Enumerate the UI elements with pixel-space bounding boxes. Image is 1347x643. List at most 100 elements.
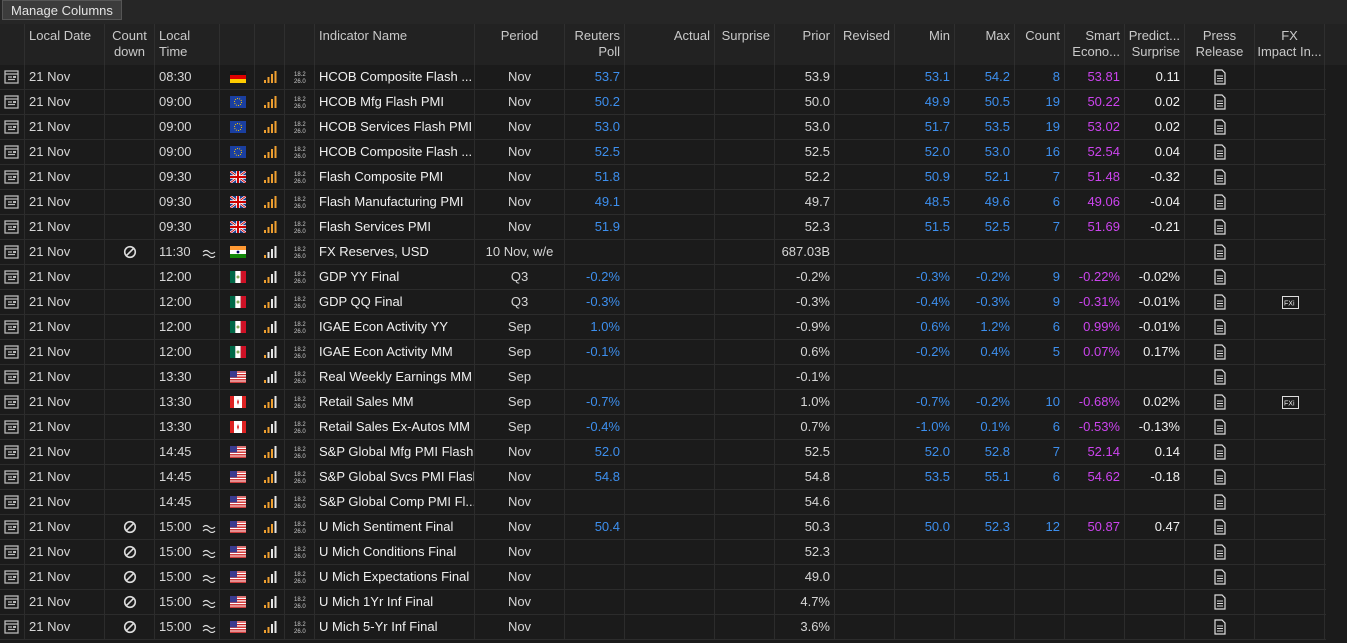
date-text: 21 Nov — [29, 369, 71, 384]
flag-cell — [220, 340, 255, 365]
table-row[interactable]: 21 Nov 09:00 18.2 26.0 HCOB Composite Flash … — [0, 140, 1326, 165]
header-label: Indicator Name — [319, 28, 408, 43]
min-text: 0.6% — [920, 319, 950, 334]
press-release-icon[interactable] — [1213, 319, 1227, 335]
max-text: 52.3 — [984, 519, 1010, 534]
table-row[interactable]: 21 Nov 09:30 18.2 26.0 Flash Composite PMI No… — [0, 165, 1326, 190]
table-row[interactable]: 21 Nov 09:00 18.2 26.0 HCOB Services Flash P… — [0, 115, 1326, 140]
header-label: Min — [929, 28, 950, 43]
table-row[interactable]: 21 Nov 12:00 18.2 26.0 GDP YY Final Q3 -0.2% -0… — [0, 265, 1326, 290]
table-row[interactable]: 21 Nov 13:30 18.2 26.0 Real Weekly Earnings … — [0, 365, 1326, 390]
table-row[interactable]: 21 Nov 15:00 18.2 26.0 U Mich 5-Yr Inf Final… — [0, 615, 1326, 640]
press-cell — [1185, 440, 1255, 465]
poll-text: 53.0 — [594, 119, 620, 134]
poll-cell: -0.3% — [565, 290, 625, 315]
prior-text: 52.3 — [804, 544, 830, 559]
surprise-cell — [715, 265, 775, 290]
table-row[interactable]: 21 Nov 14:45 18.2 26.0 S&P Global Comp PMI F… — [0, 490, 1326, 515]
table-row[interactable]: 21 Nov 08:30 18.2 26.0 HCOB Composite Flash … — [0, 65, 1326, 90]
press-release-icon[interactable] — [1213, 119, 1227, 135]
smart-text: 52.14 — [1087, 444, 1120, 459]
importance-bars — [264, 371, 277, 383]
imp-cell — [255, 265, 285, 290]
max-text: 55.1 — [984, 469, 1010, 484]
press-release-icon[interactable] — [1213, 244, 1227, 260]
press-release-icon[interactable] — [1213, 494, 1227, 510]
press-release-icon[interactable] — [1213, 444, 1227, 460]
table-row[interactable]: 21 Nov 09:30 18.2 26.0 Flash Manufacturing P… — [0, 190, 1326, 215]
press-release-icon[interactable] — [1213, 94, 1227, 110]
date-text: 21 Nov — [29, 619, 71, 634]
press-release-icon[interactable] — [1213, 594, 1227, 610]
time-text: 12:00 — [159, 319, 192, 334]
press-release-icon[interactable] — [1213, 394, 1227, 410]
poll-text: -0.3% — [586, 294, 620, 309]
press-release-icon[interactable] — [1213, 344, 1227, 360]
press-release-icon[interactable] — [1213, 194, 1227, 210]
press-release-icon[interactable] — [1213, 144, 1227, 160]
name-text: Real Weekly Earnings MM — [319, 369, 472, 384]
name-text: S&P Global Mfg PMI Flash — [319, 444, 474, 459]
data-icon: 18.226.0 — [294, 497, 306, 509]
svg-text:26.0: 26.0 — [294, 554, 306, 559]
press-release-icon[interactable] — [1213, 219, 1227, 235]
actual-cell — [625, 215, 715, 240]
table-row[interactable]: 21 Nov 09:30 18.2 26.0 Flash Services PMI Nov… — [0, 215, 1326, 240]
imp-cell — [255, 390, 285, 415]
period-text: Nov — [507, 69, 532, 84]
press-release-icon[interactable] — [1213, 569, 1227, 585]
prior-cell: 54.6 — [775, 490, 835, 515]
table-row[interactable]: 21 Nov 12:00 18.2 26.0 IGAE Econ Activity MM… — [0, 340, 1326, 365]
min-text: 53.5 — [924, 469, 950, 484]
actual-cell — [625, 515, 715, 540]
name-text: Flash Composite PMI — [319, 169, 444, 184]
time-cell: 12:00 — [155, 290, 220, 315]
manage-columns-button[interactable]: Manage Columns — [2, 0, 122, 20]
press-release-icon[interactable] — [1213, 69, 1227, 85]
press-release-icon[interactable] — [1213, 419, 1227, 435]
countdown-icon — [123, 595, 137, 609]
header-label: Reuters — [574, 28, 620, 43]
table-row[interactable]: 21 Nov 13:30 18.2 26.0 Retail Sales Ex-Autos… — [0, 415, 1326, 440]
table-row[interactable]: 21 Nov 12:00 18.2 26.0 IGAE Econ Activity YY… — [0, 315, 1326, 340]
press-release-icon[interactable] — [1213, 469, 1227, 485]
table-row[interactable]: 21 Nov 15:00 18.2 26.0 U Mich 1Yr Inf Final N… — [0, 590, 1326, 615]
actual-cell — [625, 315, 715, 340]
data-icon: 18.226.0 — [294, 197, 306, 209]
smart-cell: 50.22 — [1065, 90, 1125, 115]
max-cell: -0.2% — [955, 265, 1015, 290]
importance-bars — [264, 171, 277, 183]
press-release-icon[interactable] — [1213, 544, 1227, 560]
imp-cell — [255, 415, 285, 440]
table-row[interactable]: 21 Nov 15:00 18.2 26.0 U Mich Expectations F… — [0, 565, 1326, 590]
imp-cell — [255, 165, 285, 190]
press-release-icon[interactable] — [1213, 519, 1227, 535]
press-release-icon[interactable] — [1213, 169, 1227, 185]
press-release-icon[interactable] — [1213, 294, 1227, 310]
press-release-icon[interactable] — [1213, 369, 1227, 385]
table-row[interactable]: 21 Nov 14:45 18.2 26.0 S&P Global Mfg PMI Fl… — [0, 440, 1326, 465]
revised-cell — [835, 190, 895, 215]
min-cell: 48.5 — [895, 190, 955, 215]
revised-cell — [835, 515, 895, 540]
table-row[interactable]: 21 Nov 09:00 18.2 26.0 HCOB Mfg Flash PMI Nov… — [0, 90, 1326, 115]
press-release-icon[interactable] — [1213, 269, 1227, 285]
pred-cell: -0.01% — [1125, 290, 1185, 315]
press-release-icon[interactable] — [1213, 619, 1227, 635]
table-row[interactable]: 21 Nov 12:00 18.2 26.0 GDP QQ Final Q3 -0.3% -0… — [0, 290, 1326, 315]
table-row[interactable]: 21 Nov 14:45 18.2 26.0 S&P Global Svcs PMI F… — [0, 465, 1326, 490]
flag-cell — [220, 590, 255, 615]
table-row[interactable]: 21 Nov 15:00 18.2 26.0 U Mich Sentiment Fina… — [0, 515, 1326, 540]
name-cell: GDP YY Final — [315, 265, 475, 290]
date-cell: 21 Nov — [25, 615, 105, 640]
min-cell: 51.7 — [895, 115, 955, 140]
header-cell: Local Date — [25, 24, 105, 65]
table-row[interactable]: 21 Nov 11:30 18.2 26.0 FX Reserves, USD 10 No… — [0, 240, 1326, 265]
svg-text:18.2: 18.2 — [294, 597, 306, 603]
imp-cell — [255, 115, 285, 140]
surprise-cell — [715, 365, 775, 390]
date-cell: 21 Nov — [25, 140, 105, 165]
table-row[interactable]: 21 Nov 15:00 18.2 26.0 U Mich Conditions Fin… — [0, 540, 1326, 565]
press-cell — [1185, 565, 1255, 590]
table-row[interactable]: 21 Nov 13:30 18.2 26.0 Retail Sales MM Sep -0.… — [0, 390, 1326, 415]
